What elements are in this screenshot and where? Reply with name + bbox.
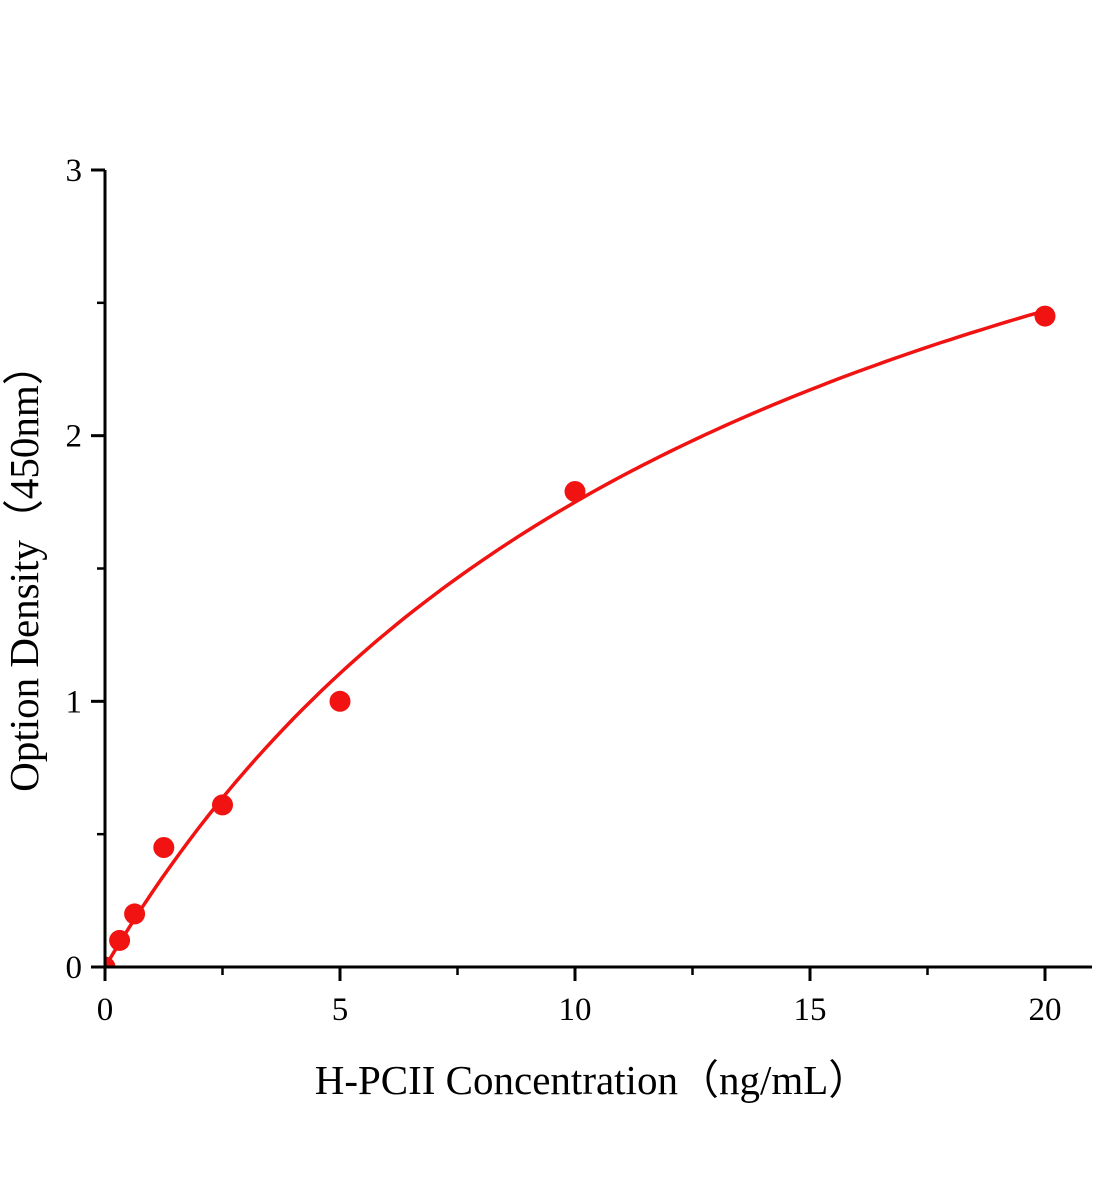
x-axis-title: H-PCII Concentration（ng/mL） [315, 1057, 870, 1103]
plot-area: 0 5 10 15 20 0 1 2 3 [66, 153, 1092, 1028]
x-tick-label: 0 [97, 992, 114, 1028]
data-point [329, 690, 351, 712]
data-point [153, 837, 175, 858]
x-tick-label: 10 [559, 992, 592, 1028]
data-point [109, 929, 131, 951]
data-point [212, 794, 233, 816]
x-tick-label: 5 [332, 992, 349, 1028]
data-point [564, 481, 586, 502]
data-point [1034, 305, 1056, 327]
y-axis-title: Option Density（450nm） [1, 344, 47, 792]
x-tick-label: 15 [794, 992, 827, 1028]
y-tick-label: 2 [66, 419, 83, 455]
data-point [105, 956, 116, 967]
x-tick-label: 20 [1029, 992, 1062, 1028]
y-tick-label: 1 [66, 684, 83, 720]
data-point [124, 903, 146, 925]
y-tick-label: 3 [66, 153, 83, 189]
y-tick-label: 0 [66, 950, 83, 986]
plot-clipped-group [105, 305, 1056, 967]
fit-curve [105, 308, 1047, 967]
